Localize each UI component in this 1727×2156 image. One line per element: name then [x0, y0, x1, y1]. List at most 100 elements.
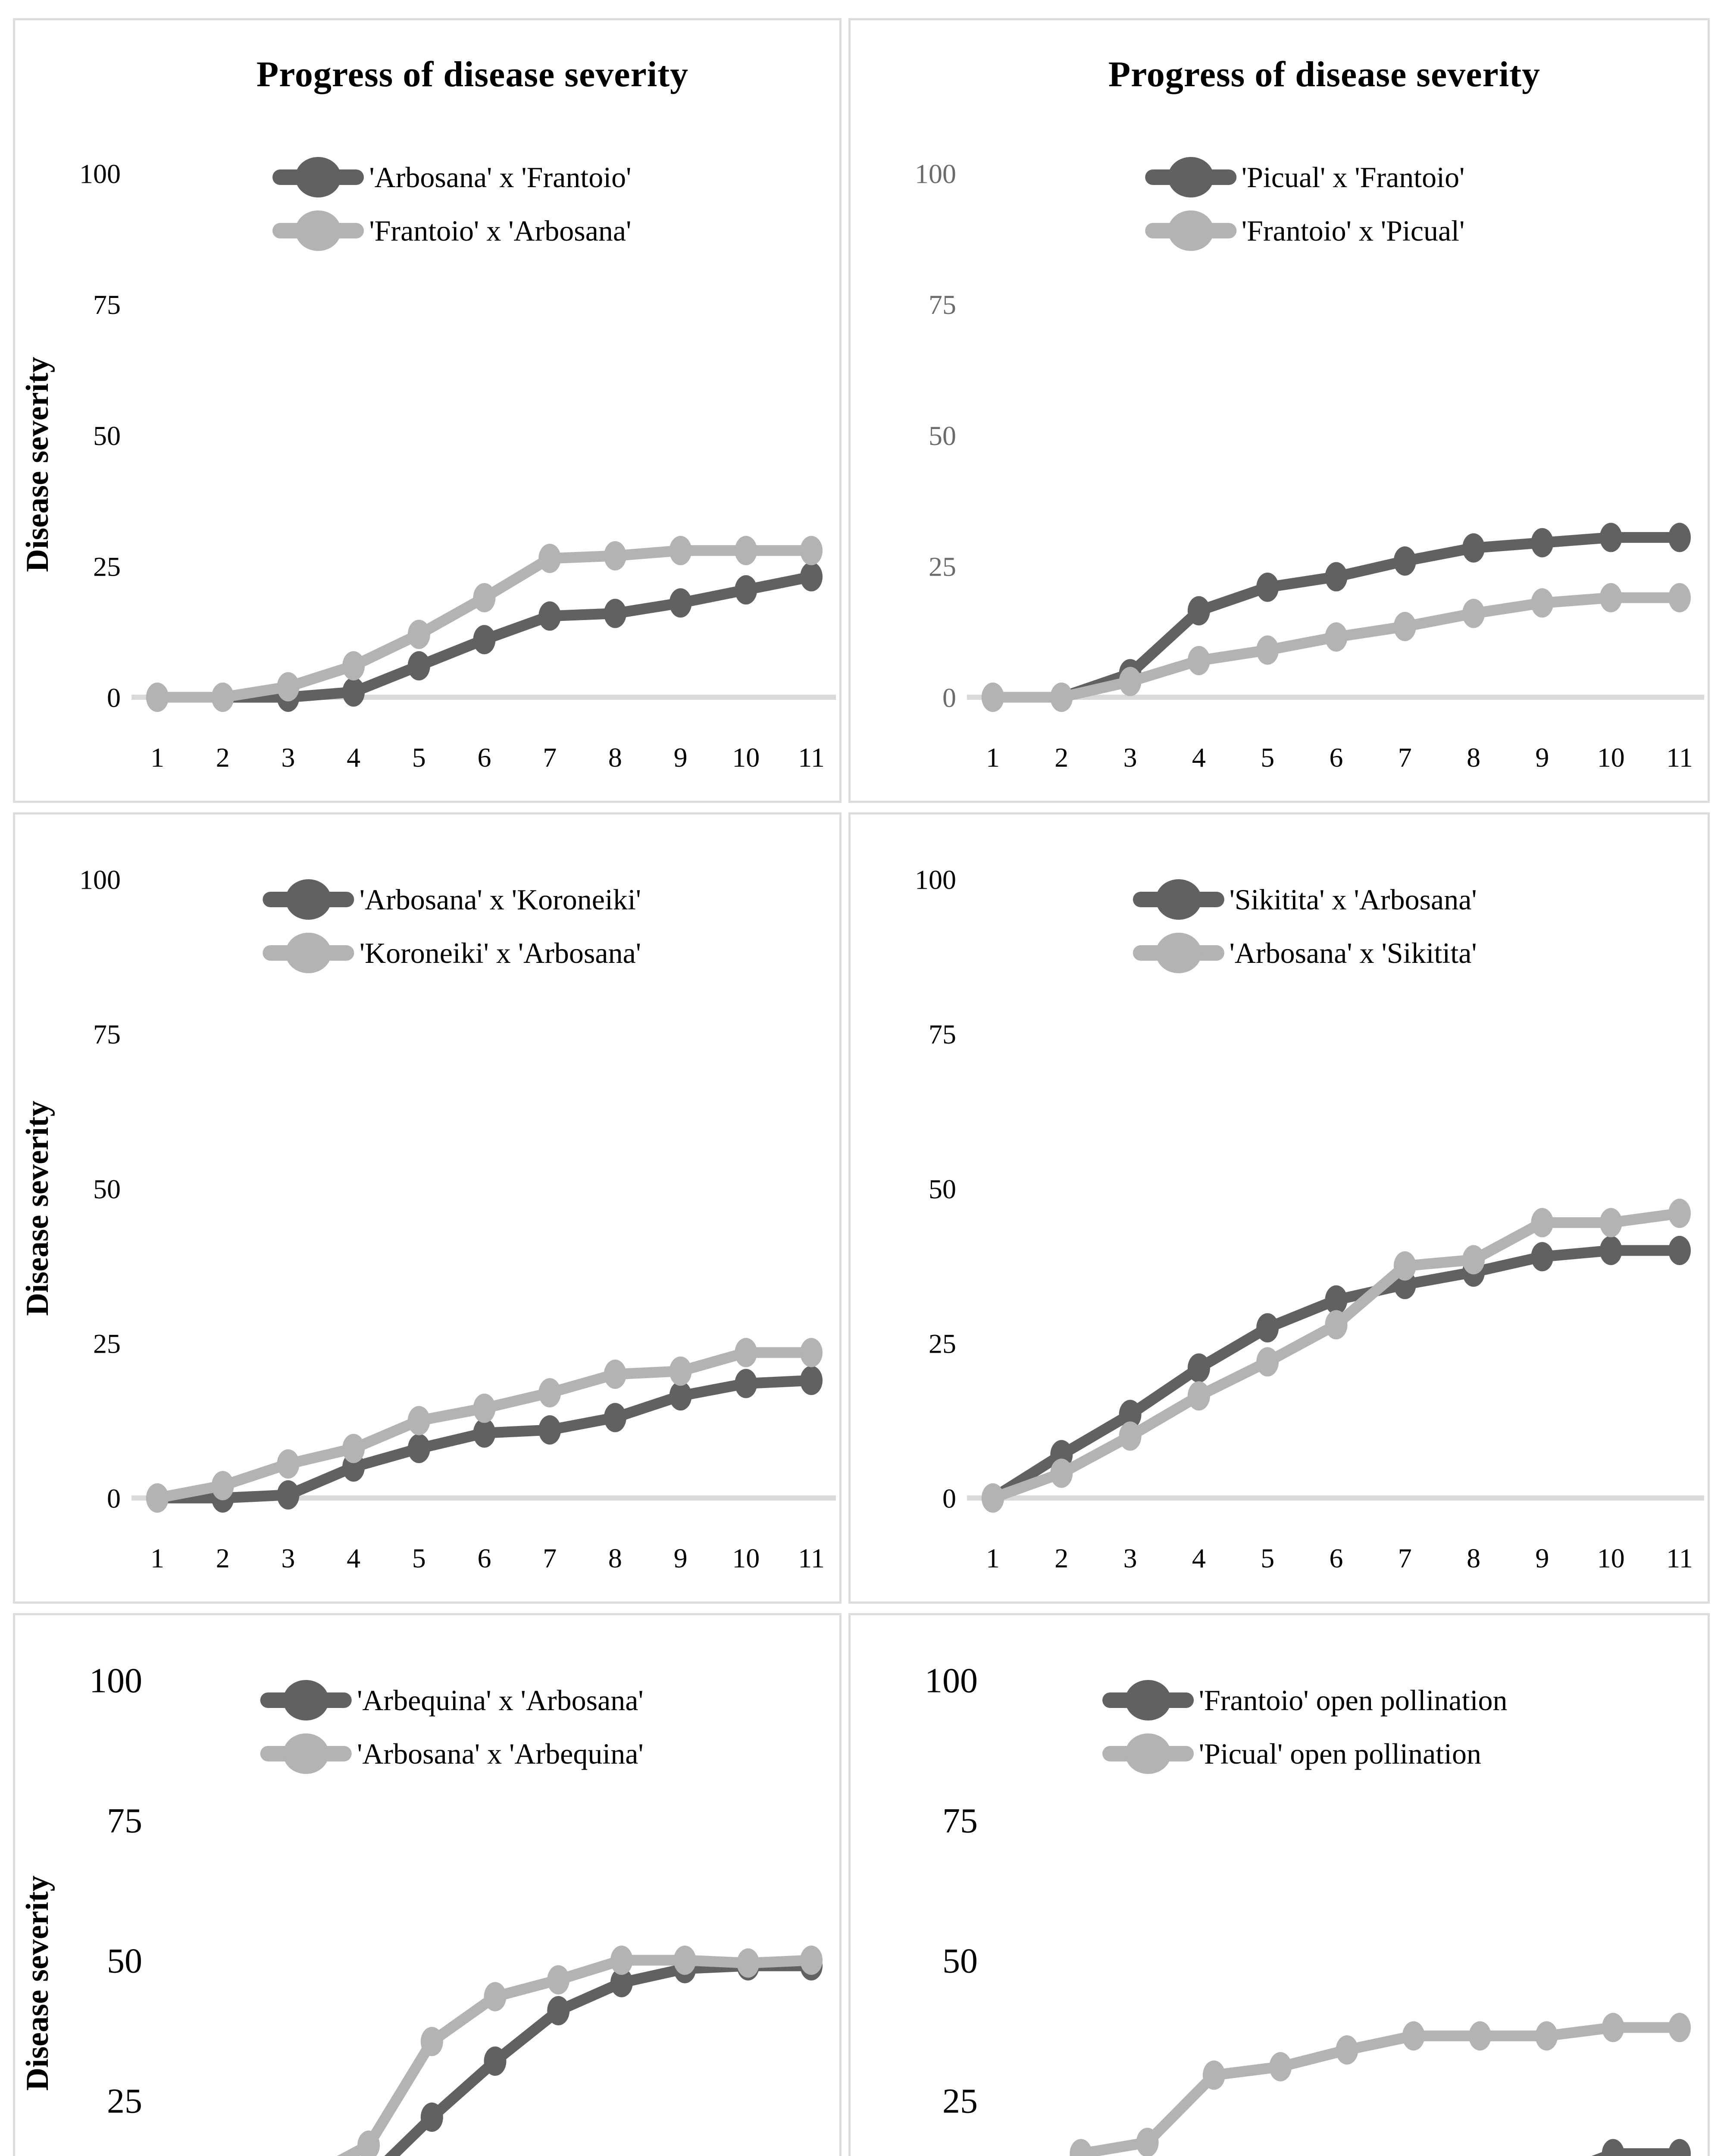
- y-tick-label: 100: [89, 1661, 142, 1700]
- y-axis-title: Disease severity: [20, 1100, 55, 1316]
- chart-panel-sikitita-arbosana: 'Sikitita' x 'Arbosana' 'Arbosana' x 'Si…: [848, 812, 1710, 1604]
- data-point-marker: [1531, 1208, 1554, 1238]
- x-tick-label: 6: [1330, 742, 1343, 773]
- legend-item: 'Arbosana' x 'Sikitita': [1133, 932, 1477, 974]
- x-tick-label: 10: [1597, 1543, 1625, 1573]
- y-tick-label: 50: [929, 1174, 956, 1204]
- data-point-marker: [610, 1968, 633, 1997]
- data-point-marker: [735, 1369, 757, 1398]
- plot-area: Disease severity 'Arbosana' x 'Koroneiki…: [15, 815, 839, 1601]
- x-tick-label: 9: [1535, 742, 1549, 773]
- x-tick-label: 7: [1398, 1543, 1412, 1573]
- data-point-marker: [1668, 1198, 1691, 1228]
- x-tick-label: 9: [674, 742, 688, 773]
- data-point-marker: [277, 1449, 300, 1479]
- data-point-marker: [484, 2046, 507, 2076]
- x-tick-label: 11: [798, 1543, 825, 1573]
- data-point-marker: [1336, 2035, 1358, 2065]
- chart-panel-picual-frantoio: Progress of disease severity 'Picual' x …: [848, 18, 1710, 803]
- data-point-marker: [1256, 572, 1279, 602]
- legend-label: 'Picual' x 'Frantoio': [1241, 160, 1465, 194]
- data-point-marker: [1531, 1242, 1554, 1272]
- legend-label: 'Koroneiki' x 'Arbosana': [359, 936, 641, 969]
- data-point-marker: [982, 1483, 1004, 1513]
- y-tick-label: 75: [929, 289, 956, 320]
- data-point-marker: [1462, 599, 1485, 628]
- data-point-marker: [604, 1360, 626, 1389]
- y-tick-label: 0: [107, 682, 121, 713]
- data-point-marker: [1269, 2052, 1292, 2081]
- x-tick-label: 7: [543, 742, 557, 773]
- x-tick-label: 4: [1192, 1543, 1206, 1573]
- data-point-marker: [800, 1366, 823, 1395]
- y-tick-label: 50: [929, 420, 956, 451]
- y-tick-label: 75: [93, 289, 121, 320]
- data-point-marker: [407, 1406, 430, 1435]
- data-point-marker: [1119, 1400, 1142, 1429]
- light-series-marker-icon: [263, 932, 354, 974]
- y-tick-label: 50: [93, 1174, 121, 1204]
- data-point-marker: [1256, 1313, 1279, 1343]
- y-tick-label: 100: [79, 864, 121, 895]
- data-point-marker: [800, 1338, 823, 1367]
- x-tick-label: 5: [412, 1543, 426, 1573]
- dark-series-marker-icon: [1145, 156, 1236, 198]
- legend-item: 'Koroneiki' x 'Arbosana': [263, 932, 641, 974]
- x-tick-label: 6: [1330, 1543, 1343, 1573]
- y-tick-label: 0: [942, 1483, 956, 1514]
- light-series-marker-icon: [1145, 210, 1236, 252]
- y-tick-label: 100: [925, 1661, 978, 1700]
- data-point-marker: [982, 683, 1004, 712]
- data-point-marker: [1599, 583, 1622, 613]
- chart-legend: 'Arbequina' x 'Arbosana' 'Arbosana' x 'A…: [260, 1679, 644, 1775]
- data-point-marker: [669, 588, 692, 618]
- plot-area: 'Picual' x 'Frantoio' 'Frantoio' x 'Picu…: [851, 128, 1708, 801]
- dark-series-marker-icon: [1102, 1679, 1194, 1721]
- x-tick-label: 2: [1054, 1543, 1068, 1573]
- data-point-marker: [1469, 2021, 1492, 2051]
- data-point-marker: [473, 625, 496, 655]
- legend-item: 'Picual' open pollination: [1102, 1733, 1508, 1775]
- data-point-marker: [407, 651, 430, 681]
- y-tick-label: 25: [942, 2081, 978, 2121]
- x-tick-label: 3: [1123, 1543, 1137, 1573]
- data-point-marker: [737, 1948, 760, 1978]
- legend-label: 'Frantoio' x 'Picual': [1241, 214, 1465, 247]
- data-point-marker: [473, 1393, 496, 1423]
- data-point-marker: [1187, 1381, 1210, 1411]
- data-point-marker: [1668, 583, 1691, 613]
- series-line: [987, 532, 1685, 703]
- legend-item: 'Frantoio' open pollination: [1102, 1679, 1508, 1721]
- legend-label: 'Sikitita' x 'Arbosana': [1229, 883, 1477, 916]
- data-point-marker: [1256, 1347, 1279, 1377]
- x-tick-label: 5: [412, 742, 426, 773]
- y-axis-title: Disease severity: [20, 1875, 55, 2091]
- data-point-marker: [547, 1965, 570, 1995]
- legend-item: 'Arbosana' x 'Arbequina': [260, 1733, 644, 1775]
- data-point-marker: [800, 562, 823, 592]
- data-point-marker: [1325, 622, 1348, 652]
- data-point-marker: [669, 1356, 692, 1386]
- legend-item: 'Arbequina' x 'Arbosana': [260, 1679, 644, 1721]
- x-tick-label: 2: [1054, 742, 1068, 773]
- chart-panel-arbosana-frantoio: Progress of disease severity Disease sev…: [13, 18, 842, 803]
- data-point-marker: [1462, 533, 1485, 563]
- data-point-marker: [735, 536, 757, 565]
- y-tick-label: 100: [915, 158, 956, 189]
- y-tick-label: 0: [942, 682, 956, 713]
- x-tick-label: 4: [347, 1543, 360, 1573]
- data-point-marker: [1599, 1208, 1622, 1238]
- chart-legend: 'Arbosana' x 'Frantoio' 'Frantoio' x 'Ar…: [272, 156, 631, 252]
- y-tick-label: 50: [93, 420, 121, 451]
- y-tick-label: 25: [929, 1329, 956, 1359]
- x-tick-label: 2: [216, 1543, 230, 1573]
- data-point-marker: [1325, 1285, 1348, 1315]
- data-point-marker: [1050, 683, 1073, 712]
- y-tick-label: 100: [79, 158, 121, 189]
- data-point-marker: [1256, 635, 1279, 665]
- x-tick-label: 11: [1666, 1543, 1693, 1573]
